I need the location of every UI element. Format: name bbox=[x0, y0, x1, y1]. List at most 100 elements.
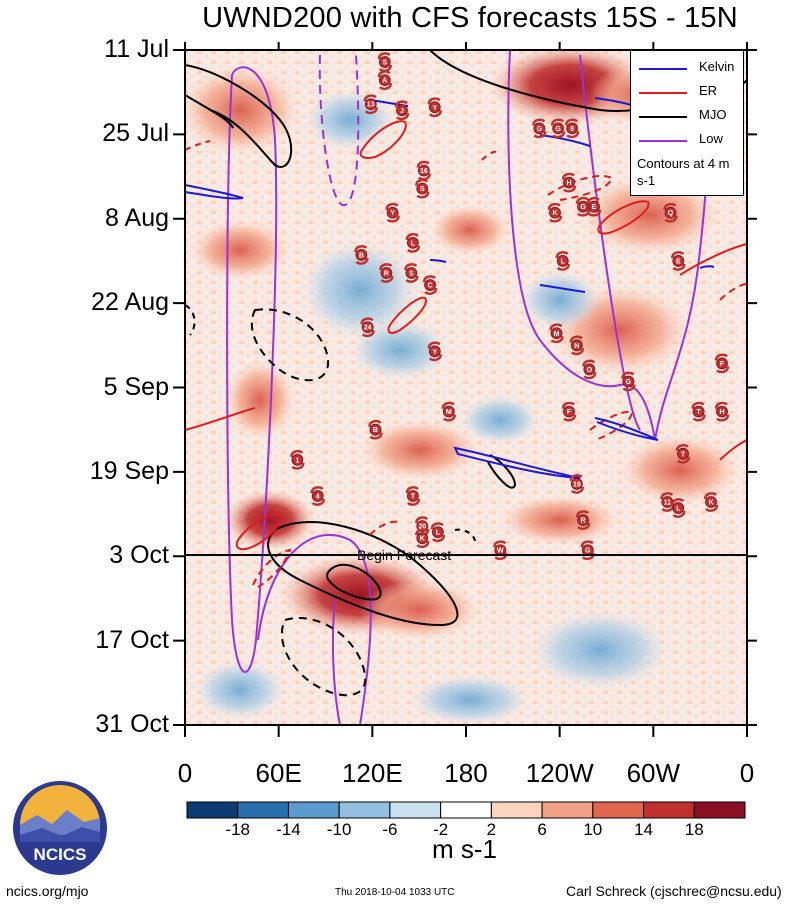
colorbar-swatch bbox=[440, 801, 492, 819]
colorbar-swatch bbox=[693, 801, 746, 819]
storm-marker: B bbox=[368, 419, 383, 440]
er-contour bbox=[719, 283, 747, 301]
kelvin-contour bbox=[539, 284, 586, 293]
storm-marker: G bbox=[550, 118, 566, 139]
colorbar-swatch bbox=[389, 801, 442, 819]
storm-label: M bbox=[446, 409, 452, 416]
storm-marker: E bbox=[671, 251, 686, 271]
colorbar-tick-label: 6 bbox=[537, 820, 547, 839]
x-tick-label: 120E bbox=[341, 758, 403, 788]
kelvin-contour bbox=[185, 184, 244, 200]
storm-label: E bbox=[676, 258, 681, 265]
storm-label: N bbox=[574, 343, 579, 350]
low-contour bbox=[318, 54, 360, 207]
storm-label: Y bbox=[390, 210, 395, 217]
storm-label: 1 bbox=[295, 457, 299, 464]
storm-marker: 1 bbox=[290, 449, 305, 470]
storm-label: F bbox=[720, 361, 725, 368]
x-tick-label: 180 bbox=[444, 758, 488, 788]
legend-item-mjo: MJO bbox=[637, 107, 741, 125]
legend-note: Contours at 4 m s-1 bbox=[637, 156, 730, 188]
storm-marker: O bbox=[582, 359, 597, 380]
storm-label: Y bbox=[432, 349, 437, 356]
storm-marker: E bbox=[586, 196, 602, 217]
storm-label: 8 bbox=[570, 126, 574, 133]
colorbar-swatch bbox=[186, 801, 239, 819]
low-contour bbox=[331, 599, 341, 725]
storm-label: W bbox=[497, 548, 504, 555]
kelvin-contour bbox=[699, 265, 715, 269]
er-contour bbox=[679, 243, 747, 276]
storm-label: 20 bbox=[418, 524, 426, 531]
storm-label: T bbox=[681, 451, 686, 458]
colorbar-units: m s-1 bbox=[432, 834, 497, 864]
colorbar-tick-label: 2 bbox=[486, 820, 497, 839]
mjo-contour bbox=[280, 617, 367, 697]
storm-marker: 19 bbox=[569, 474, 585, 494]
colorbar-tick-label: -2 bbox=[433, 820, 449, 839]
x-tick-label: 60E bbox=[255, 758, 302, 788]
begin-forecast-label: Begin Forecast bbox=[357, 547, 452, 563]
legend-swatch bbox=[639, 92, 687, 94]
storm-label: O bbox=[587, 367, 593, 374]
mjo-contour bbox=[326, 563, 382, 601]
footer-url[interactable]: ncics.org/mjo bbox=[6, 883, 89, 899]
storm-label: T bbox=[411, 493, 416, 500]
x-ticks bbox=[184, 42, 748, 737]
x-tick-label: 0 bbox=[739, 758, 755, 788]
storm-label: S bbox=[409, 270, 414, 277]
kelvin-contour bbox=[453, 446, 581, 479]
storm-label: Q bbox=[668, 210, 674, 217]
storm-marker: B bbox=[354, 245, 369, 265]
y-tick-label: 22 Aug bbox=[91, 288, 169, 317]
storm-label: H bbox=[567, 180, 572, 187]
x-tick-label: 120W bbox=[525, 758, 594, 788]
colorbar-tick-label: -10 bbox=[326, 820, 352, 839]
storm-marker: S bbox=[415, 178, 430, 199]
storm-label: 16 bbox=[420, 168, 428, 175]
storm-label: G bbox=[555, 126, 561, 133]
storm-marker: H bbox=[561, 172, 577, 193]
low-contour bbox=[226, 66, 278, 673]
y-ticks bbox=[173, 49, 757, 726]
storm-marker: L bbox=[405, 232, 421, 253]
storm-label: G bbox=[580, 204, 586, 211]
storm-marker: F bbox=[561, 401, 577, 422]
storm-label: G bbox=[585, 548, 591, 555]
colorbar-swatch bbox=[643, 801, 695, 819]
legend-item-low: Low bbox=[637, 131, 741, 149]
storm-marker: A bbox=[377, 70, 393, 91]
legend-item-kelvin: Kelvin bbox=[637, 59, 741, 77]
storm-marker: T bbox=[405, 486, 421, 506]
storm-marker: F bbox=[714, 353, 730, 374]
storm-label: R bbox=[581, 518, 586, 525]
er-contour bbox=[235, 513, 282, 551]
x-tick-label: 60W bbox=[626, 758, 681, 788]
storm-label: L bbox=[436, 530, 441, 537]
low-contour bbox=[507, 50, 711, 441]
storm-marker: H bbox=[714, 401, 730, 422]
er-contour bbox=[185, 140, 211, 151]
kelvin-contour bbox=[594, 417, 659, 441]
x-tick-label: 0 bbox=[177, 758, 193, 788]
mjo-contour bbox=[487, 454, 517, 489]
er-contour bbox=[369, 520, 399, 536]
storm-label: A bbox=[382, 78, 387, 85]
storm-marker: 16 bbox=[416, 160, 432, 181]
legend: Kelvin ER MJO Low Contours at 4 m s-1 bbox=[630, 50, 744, 196]
low-contour bbox=[579, 54, 641, 431]
storm-label: 13 bbox=[367, 102, 375, 109]
storm-label: M bbox=[554, 331, 560, 338]
storm-label: Y bbox=[432, 105, 437, 112]
y-tick-label: 31 Oct bbox=[95, 710, 169, 738]
storm-label: J bbox=[400, 108, 404, 115]
colorbar-tick-label: 14 bbox=[634, 820, 653, 839]
legend-label: ER bbox=[699, 83, 718, 98]
y-tick-label: 17 Oct bbox=[95, 625, 169, 654]
y-tick-label: 3 Oct bbox=[109, 541, 169, 570]
colorbar-tick-label: 10 bbox=[583, 820, 603, 839]
storm-marker: 13 bbox=[363, 94, 379, 115]
legend-swatch bbox=[639, 140, 687, 142]
er-contour bbox=[252, 548, 292, 588]
low-contour bbox=[257, 534, 372, 725]
